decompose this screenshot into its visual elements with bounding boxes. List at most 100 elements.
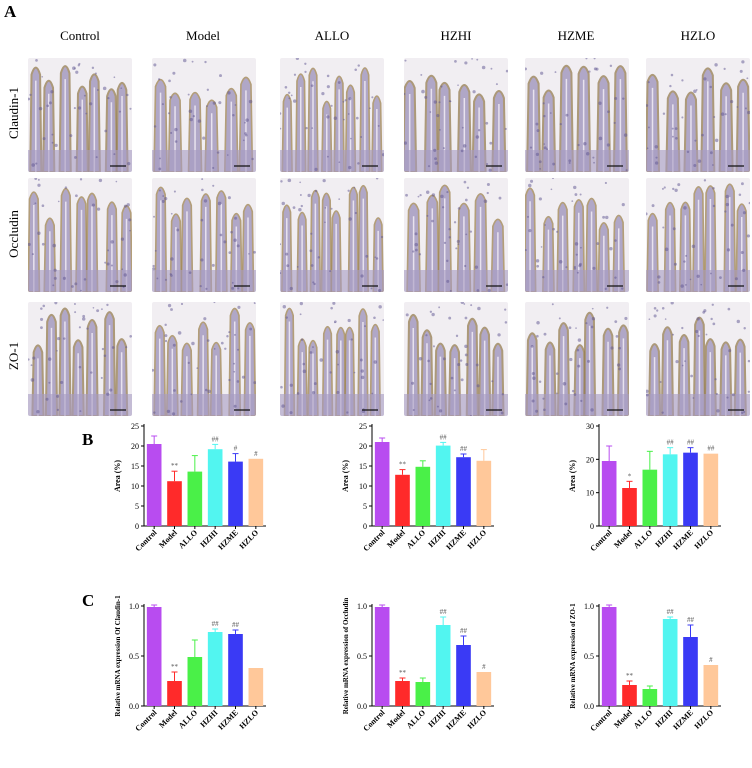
bar-control bbox=[146, 444, 162, 526]
y-tick-label: 0.0 bbox=[357, 702, 367, 711]
bar-hzlo bbox=[703, 665, 719, 706]
micrograph-tile bbox=[280, 58, 384, 172]
y-tick-label: 25 bbox=[359, 422, 367, 431]
bar-hzhi bbox=[207, 449, 223, 526]
y-tick-label: 10 bbox=[359, 482, 367, 491]
micrograph-tile bbox=[525, 302, 629, 416]
bar-hzlo bbox=[476, 460, 492, 526]
y-tick-label: 0.5 bbox=[584, 652, 594, 661]
micrograph-tile bbox=[280, 178, 384, 292]
x-tick-label: HZME bbox=[444, 708, 468, 732]
x-tick-label: Control bbox=[588, 708, 614, 734]
chart-c-zo-1-mrna: 0.0 0.5 1.0 Relative mRNA expression of ZO-… bbox=[555, 598, 745, 768]
y-tick-label: 15 bbox=[359, 462, 367, 471]
bar-hzme bbox=[456, 457, 471, 526]
bar-model bbox=[622, 685, 637, 706]
micrograph-tile bbox=[404, 58, 508, 172]
bar-control bbox=[601, 461, 617, 526]
bar-hzlo bbox=[248, 668, 264, 706]
bar-model bbox=[395, 681, 410, 706]
significance-marker: ** bbox=[626, 672, 634, 680]
bar-control bbox=[146, 607, 162, 706]
bar-model bbox=[167, 681, 182, 706]
significance-marker: ## bbox=[460, 445, 468, 453]
micrograph-tile bbox=[404, 178, 508, 292]
x-tick-label: Model bbox=[157, 708, 179, 730]
x-tick-label: HZME bbox=[216, 708, 240, 732]
bar-hzhi bbox=[435, 625, 451, 706]
y-tick-label: 1.0 bbox=[584, 602, 594, 611]
y-axis-label: Relative mRNA expression Of Claudin-1 bbox=[114, 595, 122, 717]
y-tick-label: 0.0 bbox=[584, 702, 594, 711]
x-tick-label: HZLO bbox=[238, 528, 261, 551]
bar-hzhi bbox=[662, 454, 678, 526]
micrograph-tile bbox=[646, 302, 750, 416]
bar-allo bbox=[187, 471, 203, 526]
micrograph-tile bbox=[404, 302, 508, 416]
significance-marker: ## bbox=[707, 445, 715, 453]
bar-hzhi bbox=[207, 632, 223, 706]
bar-hzlo bbox=[703, 453, 719, 526]
x-tick-label: Model bbox=[157, 528, 179, 550]
y-tick-label: 30 bbox=[586, 422, 594, 431]
significance-marker: ## bbox=[232, 621, 240, 629]
x-tick-label: HZME bbox=[671, 528, 695, 552]
x-tick-label: ALLO bbox=[405, 708, 427, 730]
x-tick-label: ALLO bbox=[632, 708, 654, 730]
panel-label-b: B bbox=[82, 430, 94, 449]
significance-marker: ** bbox=[171, 462, 179, 470]
x-tick-label: ALLO bbox=[405, 528, 427, 550]
significance-marker: ## bbox=[687, 439, 695, 447]
bar-model bbox=[622, 488, 637, 526]
significance-marker: ** bbox=[399, 461, 407, 469]
x-tick-label: HZLO bbox=[693, 708, 716, 731]
bar-hzme bbox=[228, 634, 243, 706]
bar-allo bbox=[642, 469, 658, 526]
micrograph-tile bbox=[646, 178, 750, 292]
x-tick-label: ALLO bbox=[177, 528, 199, 550]
y-tick-label: 0 bbox=[363, 522, 367, 531]
y-tick-label: 10 bbox=[586, 489, 594, 498]
row-label-occludin: Occludin bbox=[6, 210, 21, 258]
column-label-allo: ALLO bbox=[314, 28, 350, 43]
micrograph-tile bbox=[646, 58, 750, 172]
x-tick-label: HZLO bbox=[466, 708, 489, 731]
significance-marker: ** bbox=[171, 663, 179, 671]
bar-allo bbox=[642, 689, 658, 706]
y-tick-label: 0 bbox=[135, 522, 139, 531]
significance-marker: ## bbox=[460, 627, 468, 635]
significance-marker: ## bbox=[667, 439, 675, 447]
x-tick-label: HZME bbox=[671, 708, 695, 732]
significance-marker: # bbox=[482, 663, 486, 671]
bar-control bbox=[374, 607, 390, 706]
bar-hzhi bbox=[662, 619, 678, 706]
significance-marker: * bbox=[628, 472, 632, 480]
bar-allo bbox=[415, 466, 431, 526]
significance-marker: ** bbox=[399, 669, 407, 677]
micrograph-tile bbox=[152, 58, 256, 172]
x-tick-label: HZME bbox=[444, 528, 468, 552]
significance-marker: ## bbox=[212, 435, 220, 443]
x-tick-label: Model bbox=[385, 528, 407, 550]
y-tick-label: 10 bbox=[131, 482, 139, 491]
column-label-control: Control bbox=[60, 28, 100, 43]
y-tick-label: 1.0 bbox=[129, 602, 139, 611]
significance-marker: # bbox=[254, 450, 258, 458]
y-tick-label: 0.0 bbox=[129, 702, 139, 711]
y-tick-label: 0.5 bbox=[357, 652, 367, 661]
bar-hzhi bbox=[435, 445, 451, 526]
micrograph-tile bbox=[525, 58, 629, 172]
x-tick-label: HZLO bbox=[693, 528, 716, 551]
y-tick-label: 0 bbox=[590, 522, 594, 531]
panel-label-c: C bbox=[82, 591, 95, 610]
y-tick-label: 20 bbox=[586, 455, 594, 464]
x-tick-label: ALLO bbox=[632, 528, 654, 550]
x-tick-label: HZME bbox=[216, 528, 240, 552]
row-label-zo-1: ZO-1 bbox=[6, 341, 21, 371]
x-tick-label: Model bbox=[385, 708, 407, 730]
bar-control bbox=[374, 442, 390, 526]
panel-label-a: A bbox=[4, 2, 17, 21]
bar-hzlo bbox=[476, 672, 492, 706]
micrograph-tile bbox=[28, 178, 132, 292]
y-axis-label: Relative mRNA expression of Occludin bbox=[342, 598, 350, 715]
